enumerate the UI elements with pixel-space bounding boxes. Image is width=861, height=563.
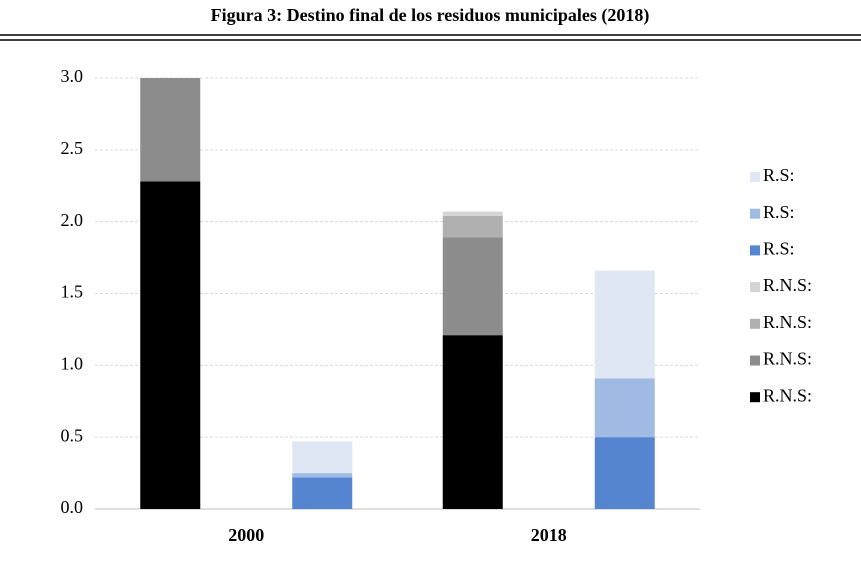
- legend-label: R.N.S:: [763, 275, 812, 295]
- bar-segment: [442, 335, 503, 509]
- legend-label: R.N.S:: [763, 385, 812, 405]
- y-tick-label: 0.5: [61, 425, 84, 445]
- bar-segment: [292, 441, 353, 474]
- legend-label: R.N.S:: [763, 312, 812, 332]
- chart-title: Figura 3: Destino final de los residuos …: [211, 5, 650, 26]
- bar-segment: [442, 215, 503, 238]
- bar-segment: [442, 237, 503, 336]
- x-tick-label: 2000: [228, 525, 264, 545]
- legend-swatch: [750, 392, 760, 403]
- legend-swatch: [750, 355, 760, 366]
- bar-segment: [594, 437, 655, 509]
- y-tick-label: 3.0: [61, 66, 84, 86]
- bar-segment: [292, 473, 353, 478]
- y-tick-label: 2.5: [61, 138, 84, 158]
- y-tick-label: 1.5: [61, 282, 84, 302]
- y-tick-label: 0.0: [61, 497, 84, 517]
- bar-segment: [442, 211, 503, 216]
- y-tick-label: 1.0: [61, 353, 84, 373]
- legend-swatch: [750, 172, 760, 182]
- legend-label: R.S:: [763, 202, 795, 222]
- legend-swatch: [750, 282, 760, 293]
- legend-label: R.S:: [763, 239, 795, 259]
- bar-segment: [594, 270, 655, 379]
- legend-swatch: [750, 245, 760, 256]
- bar-segment: [140, 181, 201, 509]
- legend-label: R.S:: [763, 165, 795, 185]
- y-tick-label: 2.0: [61, 210, 84, 230]
- legend-swatch: [750, 208, 760, 219]
- x-tick-label: 2018: [531, 525, 567, 545]
- bar-segment: [594, 378, 655, 438]
- legend-swatch: [750, 318, 760, 329]
- bar-segment: [140, 78, 201, 182]
- legend-label: R.N.S:: [763, 349, 812, 369]
- bar-segment: [292, 477, 353, 509]
